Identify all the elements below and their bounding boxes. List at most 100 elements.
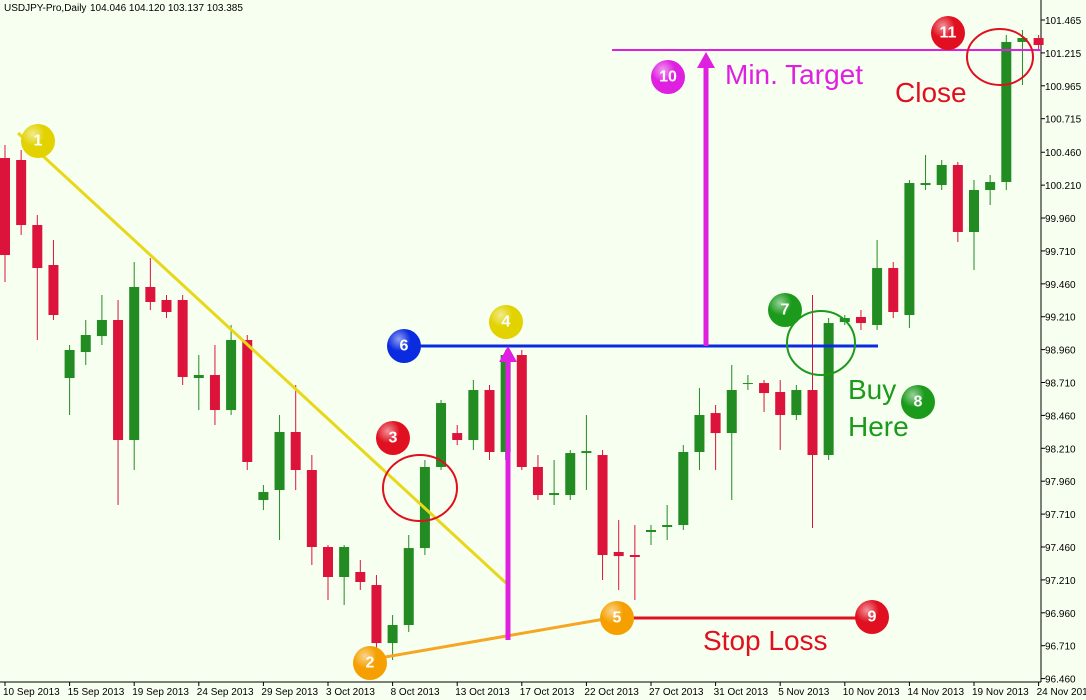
- candle-body: [646, 530, 656, 532]
- marker-label: 5: [613, 610, 622, 627]
- candle-body: [1017, 38, 1028, 42]
- y-tick-label: 99.210: [1045, 313, 1076, 324]
- x-tick-label: 19 Sep 2013: [132, 687, 189, 698]
- candle-body: [613, 551, 624, 557]
- x-tick-label: 10 Sep 2013: [3, 687, 60, 698]
- candle-body: [791, 390, 802, 416]
- y-tick-label: 98.710: [1045, 379, 1076, 390]
- candle-body: [145, 286, 156, 302]
- trend-line: [16, 131, 508, 585]
- marker-label: 8: [914, 394, 923, 411]
- candle-body: [678, 451, 689, 526]
- marker-label: 9: [868, 609, 877, 626]
- marker-label: 1: [34, 133, 43, 150]
- candle-body: [32, 225, 43, 269]
- candle-body: [80, 335, 91, 352]
- y-tick-label: 100.210: [1045, 181, 1082, 192]
- stop-text: Stop Loss: [703, 625, 828, 656]
- candle-body: [888, 268, 899, 312]
- candle-body: [759, 383, 770, 394]
- marker-label: 7: [781, 302, 790, 319]
- x-tick-label: 13 Oct 2013: [455, 687, 510, 698]
- x-tick-label: 29 Sep 2013: [261, 687, 318, 698]
- candle-body: [807, 390, 818, 456]
- marker-gloss: [768, 293, 802, 327]
- x-tick-label: 10 Nov 2013: [843, 687, 900, 698]
- y-tick-label: 96.710: [1045, 642, 1076, 653]
- highlight-circle: [966, 28, 1034, 86]
- marker-label: 4: [502, 314, 511, 331]
- y-tick-label: 101.215: [1045, 49, 1082, 60]
- candle-body: [629, 555, 640, 557]
- y-tick-label: 99.960: [1045, 214, 1076, 225]
- candle-body: [306, 470, 317, 547]
- x-tick-label: 19 Nov 2013: [972, 687, 1029, 698]
- marker-gloss: [387, 329, 421, 363]
- y-tick-label: 100.715: [1045, 115, 1082, 126]
- x-tick-label: 24 Sep 2013: [197, 687, 254, 698]
- candle-body: [516, 355, 527, 467]
- candle-body: [290, 431, 301, 471]
- candle-body: [161, 300, 172, 312]
- marker-gloss: [353, 646, 387, 680]
- marker-label: 6: [400, 338, 409, 355]
- candle-body: [403, 548, 414, 626]
- candle-body: [484, 390, 495, 452]
- candle-body: [549, 493, 560, 496]
- chart-ohlc: 104.046 104.120 103.137 103.385: [90, 3, 243, 14]
- candle-body: [872, 268, 883, 326]
- target-text: Min. Target: [725, 59, 863, 90]
- candle-body: [936, 165, 947, 186]
- candle-body: [597, 455, 608, 556]
- y-tick-label: 96.960: [1045, 609, 1076, 620]
- candle-body: [209, 375, 220, 411]
- candle-body: [274, 431, 285, 491]
- marker-gloss: [600, 601, 634, 635]
- y-tick-label: 97.710: [1045, 510, 1076, 521]
- annotations: 1 2 3 4 5 6 7 8 9 10 11 Min. Target Clos…: [16, 16, 1041, 680]
- y-tick-label: 100.460: [1045, 148, 1082, 159]
- candle-body: [904, 183, 915, 316]
- candle-body: [323, 546, 333, 577]
- x-tick-label: 27 Oct 2013: [649, 687, 704, 698]
- candle-body: [193, 375, 204, 379]
- marker-label: 2: [366, 655, 375, 672]
- y-tick-label: 98.210: [1045, 444, 1076, 455]
- candle-body: [96, 320, 107, 337]
- x-tick-label: 14 Nov 2013: [907, 687, 964, 698]
- arrow-head: [697, 52, 715, 68]
- x-tick-label: 22 Oct 2013: [584, 687, 639, 698]
- x-tick-label: 15 Sep 2013: [68, 687, 125, 698]
- y-tick-label: 100.965: [1045, 82, 1082, 93]
- candle-body: [952, 165, 963, 232]
- marker-gloss: [855, 600, 889, 634]
- x-tick-label: 24 Nov 2013: [1037, 687, 1086, 698]
- candle-body: [387, 625, 398, 644]
- marker-gloss: [376, 421, 410, 455]
- y-tick-label: 96.460: [1045, 675, 1076, 686]
- candle-body: [16, 160, 27, 226]
- marker-gloss: [489, 305, 523, 339]
- x-tick-label: 31 Oct 2013: [714, 687, 769, 698]
- y-tick-label: 99.710: [1045, 247, 1076, 258]
- candle-body: [113, 320, 124, 441]
- arrow-head: [499, 346, 517, 362]
- x-tick-label: 17 Oct 2013: [520, 687, 575, 698]
- candle-body: [710, 413, 721, 434]
- marker-gloss: [901, 385, 935, 419]
- candle-body: [371, 585, 382, 644]
- candle-body: [775, 391, 786, 416]
- close-text: Close: [895, 77, 967, 108]
- buy-text: Here: [848, 411, 909, 442]
- marker-gloss: [651, 60, 685, 94]
- marker-label: 11: [940, 25, 957, 42]
- y-tick-label: 98.960: [1045, 346, 1076, 357]
- x-tick-label: 3 Oct 2013: [326, 687, 375, 698]
- candle-body: [258, 491, 269, 501]
- candle-body: [694, 415, 705, 452]
- y-tick-label: 99.460: [1045, 280, 1076, 291]
- candle-body: [468, 390, 479, 441]
- candle-body: [129, 286, 140, 441]
- buy-text: Buy: [848, 374, 896, 405]
